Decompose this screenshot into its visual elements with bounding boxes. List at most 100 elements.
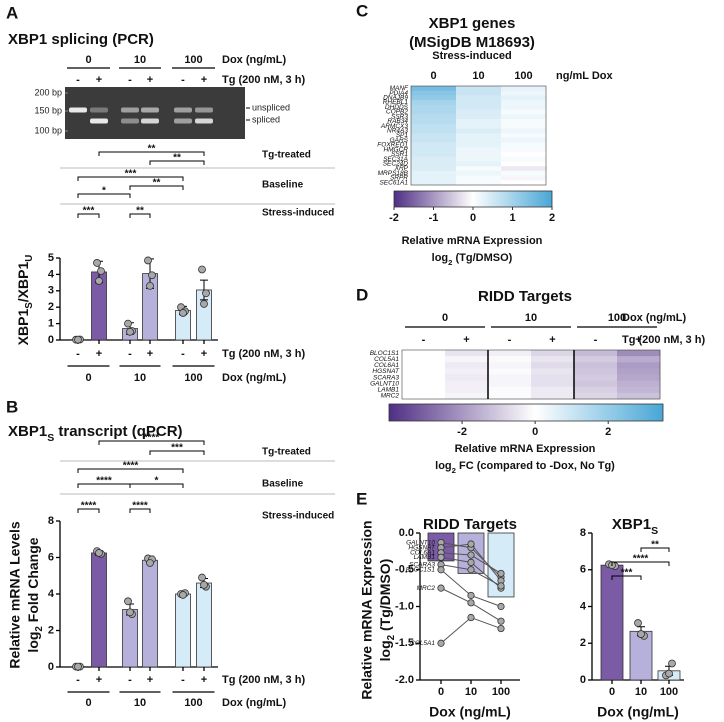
sig-label: ****	[132, 501, 148, 512]
y-tick-label: 0	[580, 674, 586, 686]
colorbar-tick-label: 1	[509, 212, 515, 224]
gel-lane-label: +	[147, 74, 153, 86]
heatmap-cell	[617, 350, 661, 357]
x-tick-label: -	[76, 674, 80, 686]
y-tick-label: -1.0	[395, 600, 414, 612]
heatmap-cell	[617, 374, 661, 382]
heatmap-cell	[456, 166, 502, 172]
y-tick-label: 4	[48, 588, 55, 600]
group-axis-label: Dox (ng/mL)	[222, 697, 286, 709]
heatmap-cell	[456, 180, 502, 186]
colorbar-sublabel: log2 (Tg/DMSO)	[432, 252, 513, 267]
x-tick-label: -	[181, 674, 185, 686]
section-label: Stress-induced	[262, 511, 334, 522]
row-label: DNAJB9	[383, 95, 408, 102]
y-axis-label-part: U	[24, 255, 35, 262]
data-point	[665, 669, 673, 678]
gel-ladder-label: 200 bp	[34, 87, 62, 97]
y-tick-label: 2	[580, 637, 586, 649]
data-point	[97, 267, 105, 276]
section-label: Tg-treated	[262, 447, 311, 458]
heatmap-cell	[456, 156, 502, 162]
sig-bracket	[129, 185, 184, 190]
y-tick-label: 2	[48, 301, 54, 313]
heatmap-cell	[501, 109, 547, 115]
y-tick-label: 8	[48, 515, 54, 527]
heatmap-cell	[456, 137, 502, 143]
row-label: FOXRED1	[377, 142, 408, 149]
heatmap-cell	[501, 175, 547, 181]
sig-label: **	[651, 540, 659, 551]
heatmap-cell	[617, 386, 661, 394]
heatmap-cell	[411, 161, 457, 167]
x-axis-label: Dox (ng/mL)	[429, 704, 511, 720]
heatmap-cell	[445, 362, 489, 369]
y-axis-label-part: /XBP1	[15, 262, 31, 303]
column-label: -	[594, 334, 598, 346]
gel-band-label: unspliced	[252, 102, 290, 112]
data-point	[202, 289, 210, 298]
heatmap-cell	[501, 114, 547, 120]
gel-band	[195, 118, 213, 124]
sig-label: **	[173, 153, 181, 164]
heatmap-cell	[456, 119, 502, 125]
heatmap-cell	[617, 362, 661, 369]
x-tick-label: +	[201, 674, 207, 686]
colorbar-tick-label: -2	[389, 212, 399, 224]
data-point	[126, 608, 134, 617]
heatmap-cell	[402, 362, 446, 369]
y-axis-label-part: S	[24, 302, 35, 309]
heatmap-cell	[501, 119, 547, 125]
y-tick-label: 1	[48, 318, 54, 330]
series-point	[467, 558, 475, 567]
heatmap-cell	[574, 374, 618, 382]
chart-title-part: XBP1	[612, 516, 651, 533]
y-tick-label: 4	[48, 268, 55, 280]
x-tick-label: +	[96, 348, 102, 360]
row-label: ARMCX3	[380, 123, 408, 130]
heatmap-cell	[411, 166, 457, 172]
bar	[175, 593, 191, 668]
y-axis-label-part: (Tg/DMSO)	[377, 559, 393, 635]
heatmap-frame	[410, 85, 547, 186]
gel-band	[121, 118, 139, 124]
panel-label: A	[6, 3, 18, 22]
series-point	[467, 566, 475, 574]
y-tick-label: 0.0	[399, 527, 414, 539]
gel-band	[121, 107, 139, 113]
column-label: +	[549, 334, 555, 346]
bar	[629, 630, 653, 681]
x-tick-label: 10	[465, 686, 477, 698]
gel-group-label: 100	[184, 54, 202, 66]
data-point	[124, 319, 132, 328]
heatmap-cell	[617, 368, 661, 375]
heatmap-cell	[411, 90, 457, 96]
series-point	[437, 566, 445, 574]
data-point	[179, 591, 187, 599]
y-tick-label: 6	[48, 551, 54, 563]
group-label: 100	[184, 372, 202, 384]
heatmap-cell	[402, 386, 446, 394]
colorbar-tick-label: 0	[532, 426, 538, 438]
heatmap-cell	[488, 368, 532, 375]
heatmap-cell	[488, 380, 532, 388]
series-label: HGSNAT	[408, 544, 436, 551]
heatmap-cell	[617, 392, 661, 400]
y-axis-label-part: 2	[386, 634, 397, 640]
heatmap-cell	[501, 95, 547, 101]
gel-image	[65, 87, 245, 139]
row-label: SCARA3	[373, 374, 399, 381]
x-tick-label: -	[181, 348, 185, 360]
heatmap-cell	[501, 152, 547, 158]
x-tick-label: +	[147, 348, 153, 360]
group-label: 10	[134, 372, 146, 384]
series-point	[497, 602, 505, 611]
series-point	[497, 624, 505, 633]
heatmap-cell	[411, 175, 457, 181]
gel-band	[141, 118, 159, 124]
sig-bracket	[129, 483, 184, 488]
data-point	[95, 549, 103, 557]
row-label: MANF	[390, 85, 409, 92]
heatmap-cell	[501, 86, 547, 92]
